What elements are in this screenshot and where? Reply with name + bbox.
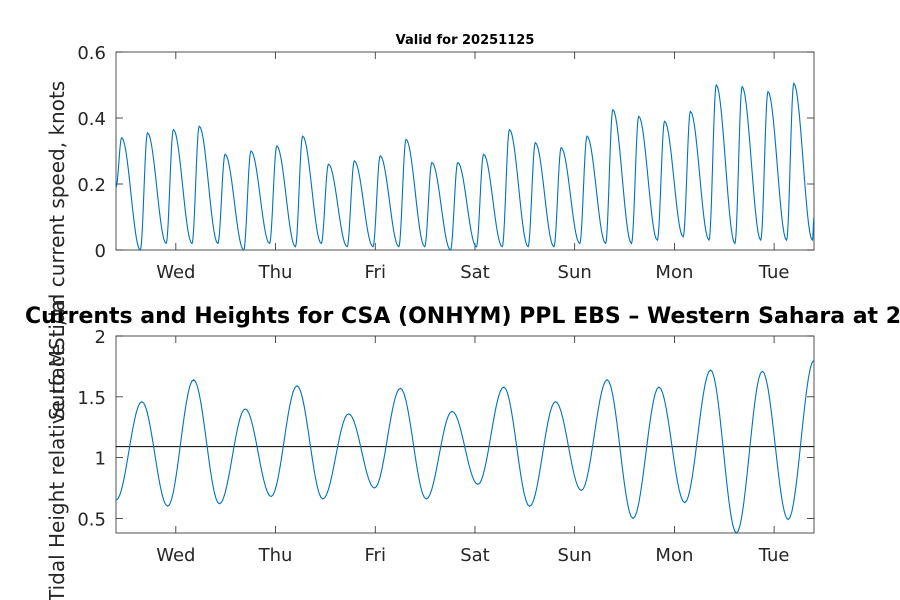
ytick-label: 0 xyxy=(95,241,106,262)
xtick-label: Tue xyxy=(758,262,790,283)
current-speed-ylabel: Surface tidal current speed, knots xyxy=(45,81,69,420)
current-speed-axes: Valid for 20251125 Surface tidal current… xyxy=(45,33,815,420)
ytick-label: 2 xyxy=(95,327,106,348)
ytick-label: 0.4 xyxy=(77,109,106,130)
current-speed-line xyxy=(115,82,815,252)
xtick-label: Fri xyxy=(365,262,386,283)
tidal-height-axes: Currents and Heights for CSA (ONHYM) PPL… xyxy=(25,294,900,600)
current-speed-title: Valid for 20251125 xyxy=(396,33,535,48)
xtick-label: Sun xyxy=(558,262,592,283)
xtick-label: Sat xyxy=(460,545,490,566)
xtick-label: Sun xyxy=(558,545,592,566)
tidal-height-ylabel: Tidal Height relative to MSL, m xyxy=(45,294,69,600)
ytick-label: 1 xyxy=(95,449,106,470)
ytick-label: 1.5 xyxy=(77,388,106,409)
xtick-label: Sat xyxy=(460,262,490,283)
xtick-label: Wed xyxy=(156,262,195,283)
xtick-label: Fri xyxy=(365,545,386,566)
tidal-height-title: Currents and Heights for CSA (ONHYM) PPL… xyxy=(25,304,900,329)
xtick-label: Wed xyxy=(156,545,195,566)
ytick-label: 0.6 xyxy=(77,43,106,64)
xtick-label: Mon xyxy=(655,545,693,566)
xtick-label: Thu xyxy=(258,545,293,566)
tidal-height-line xyxy=(115,359,815,534)
xtick-label: Tue xyxy=(758,545,790,566)
xtick-label: Mon xyxy=(655,262,693,283)
ytick-label: 0.2 xyxy=(77,175,106,196)
ytick-label: 0.5 xyxy=(77,509,106,530)
xtick-label: Thu xyxy=(258,262,293,283)
